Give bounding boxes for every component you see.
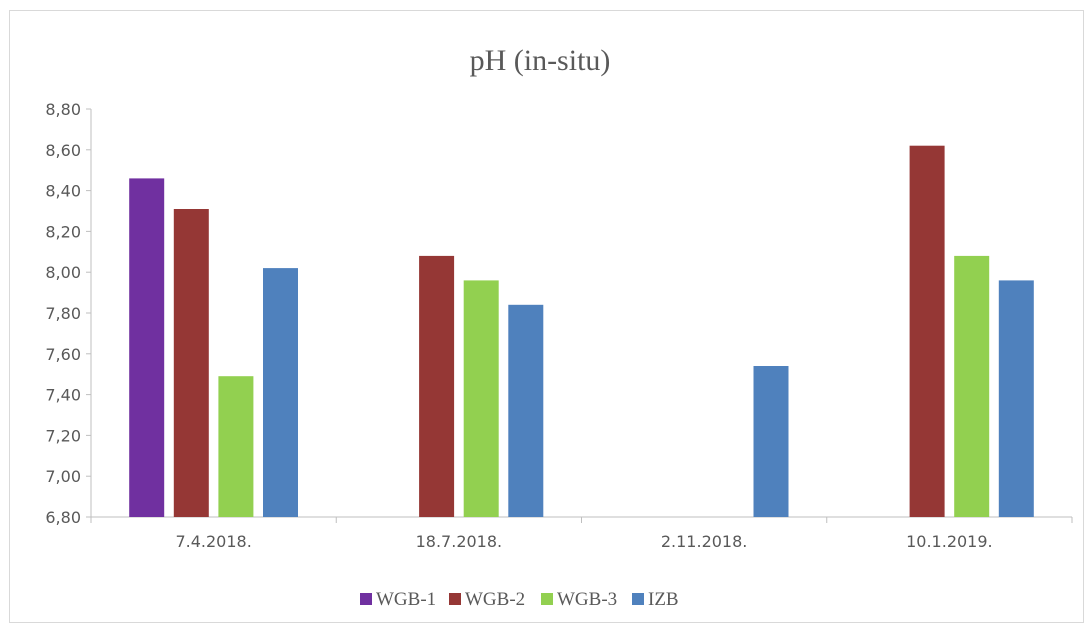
y-tick-label: 6,80 xyxy=(45,508,81,527)
legend-label: WGB-2 xyxy=(465,589,525,610)
bar xyxy=(463,280,499,517)
bar xyxy=(129,178,165,517)
y-tick-label: 8,60 xyxy=(45,141,81,160)
bar xyxy=(998,280,1034,517)
legend-swatch xyxy=(541,593,553,605)
y-tick-label: 7,40 xyxy=(45,386,81,405)
y-axis: 6,80 7,00 7,20 7,40 7,60 7,80 8,00 8,20 8,40 8,60… xyxy=(45,100,92,527)
y-tick-label: 7,20 xyxy=(45,426,81,445)
legend-swatch xyxy=(632,593,644,605)
y-tick-label: 7,60 xyxy=(45,345,81,364)
chart-frame xyxy=(9,10,1084,623)
x-tick-label: 2.11.2018. xyxy=(661,532,748,551)
x-axis: 7.4.2018. 18.7.2018. 2.11.2018. 10.1.2019. xyxy=(90,516,1073,551)
legend-swatch xyxy=(449,593,461,605)
bar xyxy=(173,209,209,517)
bar xyxy=(954,255,990,517)
bars xyxy=(129,145,1034,517)
y-tick-label: 8,80 xyxy=(45,100,81,119)
bar xyxy=(218,376,254,517)
bar xyxy=(909,145,945,517)
legend-swatch xyxy=(360,593,372,605)
x-tick-label: 10.1.2019. xyxy=(906,532,993,551)
legend-label: WGB-1 xyxy=(376,589,436,610)
legend-label: WGB-3 xyxy=(557,589,617,610)
legend-label: IZB xyxy=(648,589,679,610)
bar xyxy=(508,304,544,517)
chart-title: pH (in-situ) xyxy=(470,44,611,77)
x-tick-label: 18.7.2018. xyxy=(416,532,503,551)
bar xyxy=(419,255,455,517)
x-tick-label: 7.4.2018. xyxy=(175,532,251,551)
y-tick-label: 8,00 xyxy=(45,263,81,282)
bar xyxy=(263,268,298,517)
bar xyxy=(753,366,789,517)
legend: WGB-1 WGB-2 WGB-3 IZB xyxy=(360,589,679,610)
y-tick-label: 8,40 xyxy=(45,182,81,201)
y-tick-label: 7,00 xyxy=(45,467,81,486)
y-tick-label: 8,20 xyxy=(45,222,81,241)
y-tick-label: 7,80 xyxy=(45,304,81,323)
